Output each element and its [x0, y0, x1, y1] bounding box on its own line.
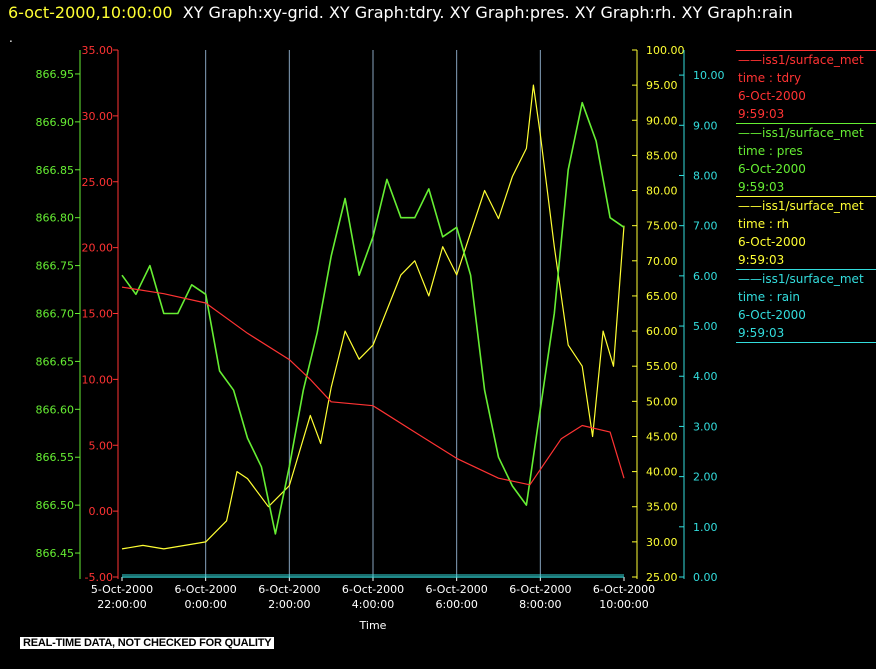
rh-tick-label: 45.00 — [646, 430, 678, 443]
pres-tick-label: 866.90 — [36, 116, 75, 129]
rh-tick-label: 95.00 — [646, 79, 678, 92]
legend-source: ——iss1/surface_met — [738, 272, 864, 286]
legend-time: 9:59:03 — [738, 326, 785, 340]
rh-tick-label: 85.00 — [646, 149, 678, 162]
tdry-tick-label: 0.00 — [89, 505, 114, 518]
legend-source: ——iss1/surface_met — [738, 199, 864, 213]
legend-date: 6-Oct-2000 — [738, 235, 806, 249]
pres-tick-label: 866.65 — [36, 355, 75, 368]
rh-tick-label: 75.00 — [646, 220, 678, 233]
rh-tick-label: 50.00 — [646, 395, 678, 408]
x-axis-label: Time — [359, 619, 387, 632]
legend-entry-rain: ——iss1/surface_met time : rain 6-Oct-200… — [736, 269, 876, 343]
tdry-tick-label: 30.00 — [82, 110, 114, 123]
tdry-tick-label: 5.00 — [89, 439, 114, 452]
x-tick-label: 6-Oct-2000 — [175, 583, 237, 596]
x-tick-label: 6-Oct-2000 — [258, 583, 320, 596]
series-line-tdry — [121, 286, 625, 486]
rain-tick-label: 4.00 — [693, 370, 718, 383]
legend-variable: time : rh — [738, 217, 790, 231]
legend-variable: time : tdry — [738, 71, 802, 85]
pres-tick-label: 866.85 — [36, 164, 75, 177]
x-tick-label: 5-Oct-2000 — [91, 583, 153, 596]
x-tick-label: 2:00:00 — [268, 598, 310, 611]
tdry-tick-label: 10.00 — [82, 373, 114, 386]
rh-tick-label: 100.00 — [646, 44, 685, 57]
x-tick-label: 22:00:00 — [97, 598, 146, 611]
rain-tick-label: 1.00 — [693, 521, 718, 534]
legend-date: 6-Oct-2000 — [738, 89, 806, 103]
legend-entry-tdry: ——iss1/surface_met time : tdry 6-Oct-200… — [736, 50, 876, 123]
legend-date: 6-Oct-2000 — [738, 308, 806, 322]
rain-tick-label: 8.00 — [693, 169, 718, 182]
legend-entry-rh: ——iss1/surface_met time : rh 6-Oct-2000 … — [736, 196, 876, 269]
x-tick-label: 0:00:00 — [184, 598, 226, 611]
pres-tick-label: 866.75 — [36, 260, 75, 273]
legend-source: ——iss1/surface_met — [738, 126, 864, 140]
rh-tick-label: 60.00 — [646, 325, 678, 338]
rain-tick-label: 9.00 — [693, 119, 718, 132]
rain-tick-label: 0.00 — [693, 571, 718, 584]
legend-time: 9:59:03 — [738, 107, 785, 121]
pres-tick-label: 866.60 — [36, 403, 75, 416]
legend-source: ——iss1/surface_met — [738, 53, 864, 67]
rh-tick-label: 65.00 — [646, 290, 678, 303]
rh-tick-label: 30.00 — [646, 536, 678, 549]
tdry-tick-label: 20.00 — [82, 242, 114, 255]
tdry-tick-label: 15.00 — [82, 308, 114, 321]
graph-list: XY Graph:xy-grid. XY Graph:tdry. XY Grap… — [182, 3, 793, 22]
pres-tick-label: 866.50 — [36, 499, 75, 512]
series-line-rh — [121, 84, 625, 550]
legend-entry-pres: ——iss1/surface_met time : pres 6-Oct-200… — [736, 123, 876, 196]
pres-tick-label: 866.45 — [36, 547, 75, 560]
tdry-tick-label: -5.00 — [85, 571, 113, 584]
quality-disclaimer: REAL-TIME DATA, NOT CHECKED FOR QUALITY — [20, 637, 275, 649]
pres-tick-label: 866.80 — [36, 212, 75, 225]
x-tick-label: 10:00:00 — [599, 598, 648, 611]
x-tick-label: 8:00:00 — [519, 598, 561, 611]
rain-tick-label: 10.00 — [693, 69, 725, 82]
x-tick-label: 6-Oct-2000 — [509, 583, 571, 596]
legend-variable: time : pres — [738, 144, 803, 158]
timestamp: 6-oct-2000,10:00:00 — [8, 3, 173, 22]
legend: ——iss1/surface_met time : tdry 6-Oct-200… — [736, 50, 876, 343]
rain-tick-label: 3.00 — [693, 420, 718, 433]
x-tick-label: 6-Oct-2000 — [342, 583, 404, 596]
x-tick-label: 6-Oct-2000 — [593, 583, 655, 596]
rh-tick-label: 90.00 — [646, 114, 678, 127]
legend-variable: time : rain — [738, 290, 801, 304]
rh-tick-label: 35.00 — [646, 501, 678, 514]
title-dot: . — [9, 31, 13, 45]
series-line-pres — [121, 101, 625, 535]
rh-tick-label: 25.00 — [646, 571, 678, 584]
pres-tick-label: 866.55 — [36, 451, 75, 464]
rh-tick-label: 80.00 — [646, 185, 678, 198]
rain-tick-label: 5.00 — [693, 320, 718, 333]
pres-tick-label: 866.70 — [36, 308, 75, 321]
rh-tick-label: 40.00 — [646, 466, 678, 479]
x-tick-label: 6:00:00 — [435, 598, 477, 611]
rain-tick-label: 6.00 — [693, 270, 718, 283]
legend-time: 9:59:03 — [738, 253, 785, 267]
rain-tick-label: 2.00 — [693, 471, 718, 484]
rain-tick-label: 7.00 — [693, 220, 718, 233]
rh-tick-label: 55.00 — [646, 360, 678, 373]
window-title: 6-oct-2000,10:00:00 XY Graph:xy-grid. XY… — [8, 3, 793, 22]
x-tick-label: 6-Oct-2000 — [426, 583, 488, 596]
rh-tick-label: 70.00 — [646, 255, 678, 268]
tdry-tick-label: 35.00 — [82, 44, 114, 57]
tdry-tick-label: 25.00 — [82, 176, 114, 189]
legend-date: 6-Oct-2000 — [738, 162, 806, 176]
pres-tick-label: 866.95 — [36, 68, 75, 81]
x-tick-label: 4:00:00 — [352, 598, 394, 611]
legend-time: 9:59:03 — [738, 180, 785, 194]
